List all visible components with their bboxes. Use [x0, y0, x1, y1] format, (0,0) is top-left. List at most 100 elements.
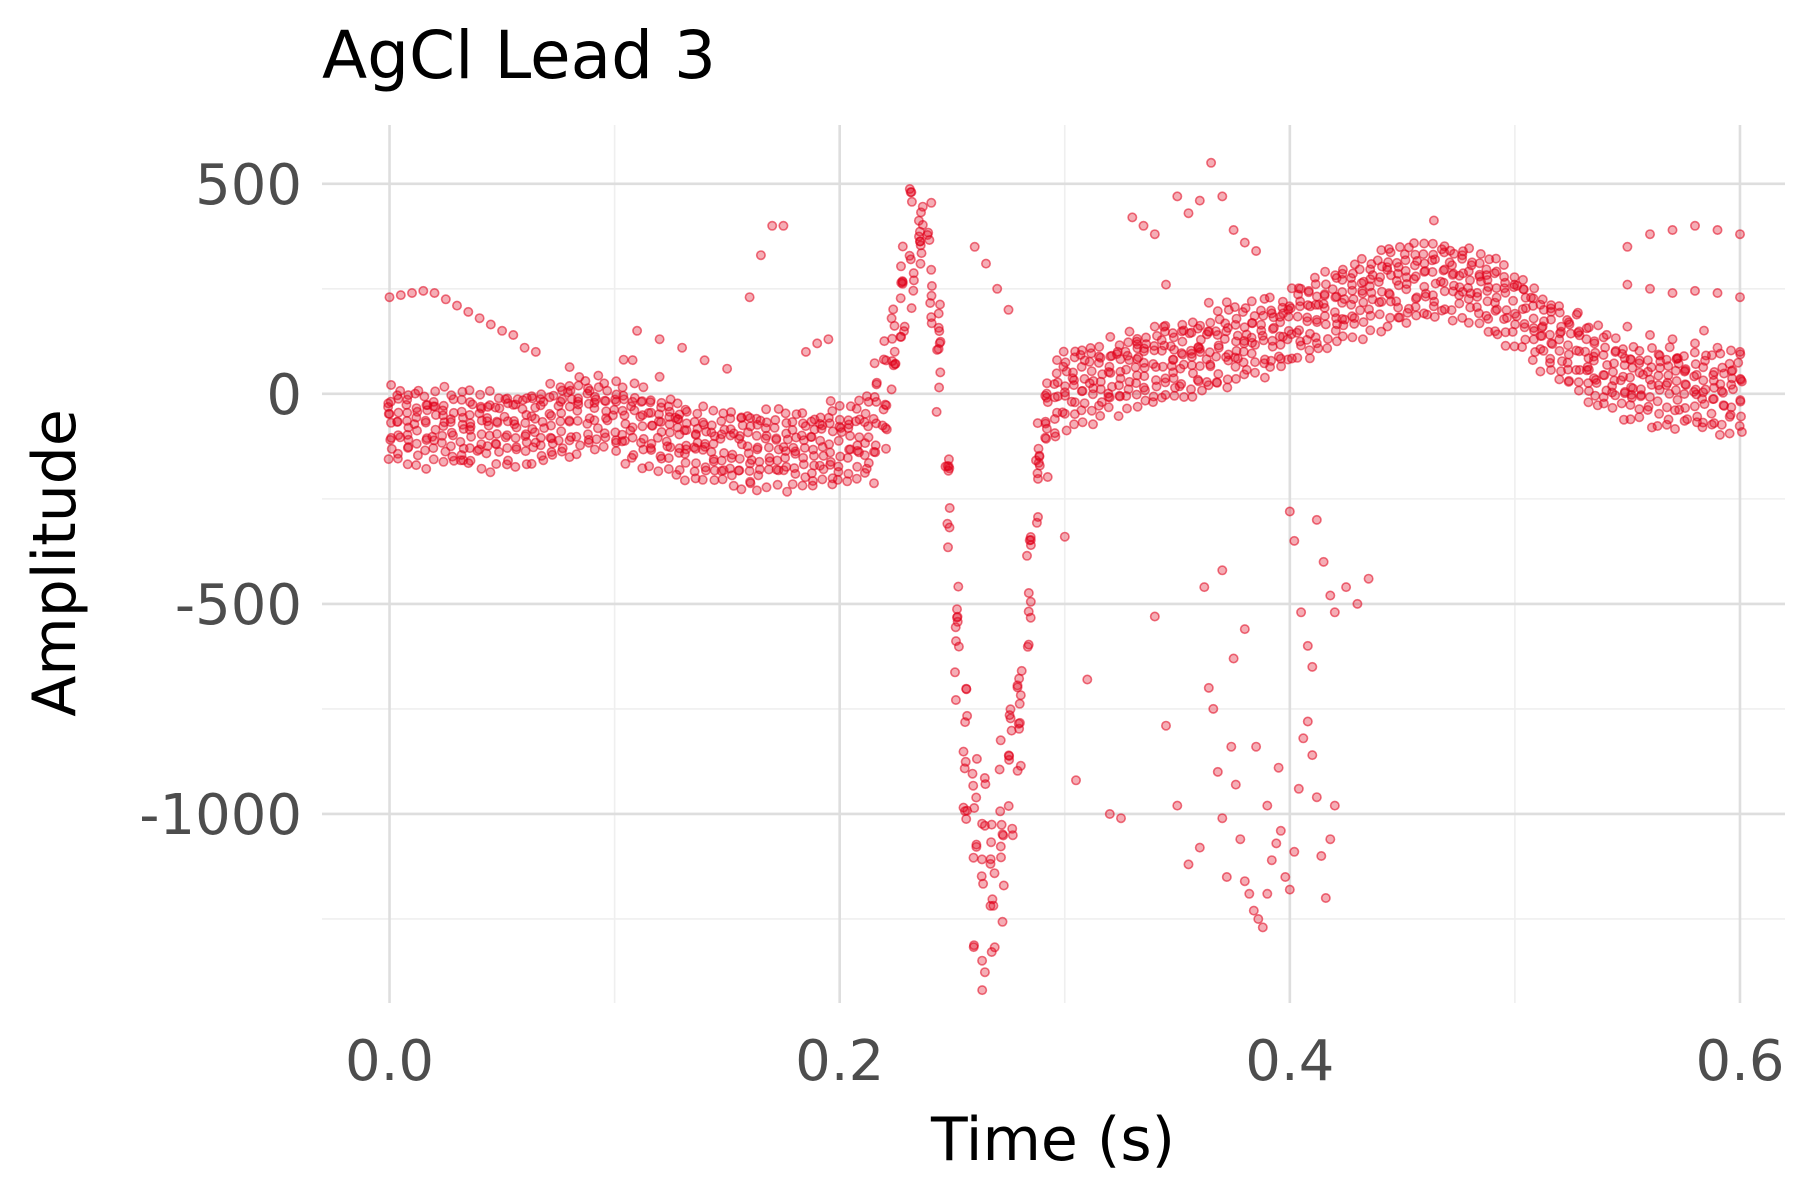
data-point: [1554, 374, 1565, 385]
data-point: [672, 414, 683, 425]
data-point: [1337, 286, 1348, 297]
data-point: [1114, 340, 1125, 351]
data-point: [1250, 357, 1261, 368]
data-point: [1634, 355, 1645, 366]
data-point: [1454, 298, 1465, 309]
data-point: [997, 916, 1008, 927]
data-point: [1382, 321, 1393, 332]
data-point: [1253, 913, 1264, 924]
data-point: [817, 474, 828, 485]
data-point: [1041, 392, 1052, 403]
data-point: [1583, 322, 1594, 333]
data-point: [1490, 326, 1501, 337]
data-point: [1221, 297, 1232, 308]
data-point: [617, 429, 628, 440]
data-point: [1292, 352, 1303, 363]
data-point: [1167, 328, 1178, 339]
data-point: [402, 442, 413, 453]
data-point: [545, 378, 556, 389]
data-point: [1239, 322, 1250, 333]
data-point: [778, 220, 789, 231]
data-point: [825, 447, 836, 458]
data-point: [1320, 892, 1331, 903]
data-point: [1061, 425, 1072, 436]
data-point: [844, 444, 855, 455]
data-point: [1562, 314, 1573, 325]
data-point: [1259, 372, 1270, 383]
data-point: [725, 424, 736, 435]
data-point: [1661, 380, 1672, 391]
data-point: [1698, 375, 1709, 386]
data-point: [1094, 351, 1105, 362]
data-point: [979, 967, 990, 978]
data-point: [421, 463, 432, 474]
data-point: [1429, 311, 1440, 322]
data-point: [1491, 266, 1502, 277]
data-point: [976, 854, 987, 865]
data-point: [1230, 779, 1241, 790]
data-point: [1670, 405, 1681, 416]
data-point: [754, 456, 765, 467]
data-point: [1364, 281, 1375, 292]
data-point: [1706, 350, 1717, 361]
data-point: [1535, 331, 1546, 342]
data-point: [960, 756, 971, 767]
data-point: [887, 333, 898, 344]
data-point: [490, 438, 501, 449]
data-point: [967, 768, 978, 779]
data-point: [502, 442, 513, 453]
data-point: [593, 370, 604, 381]
data-point: [484, 430, 495, 441]
data-point: [1025, 534, 1036, 545]
data-point: [690, 443, 701, 454]
data-point: [1372, 255, 1383, 266]
data-point: [406, 287, 417, 298]
data-point: [976, 871, 987, 882]
data-point: [502, 393, 513, 404]
data-point: [1725, 409, 1736, 420]
data-point: [1310, 332, 1321, 343]
data-point: [557, 443, 568, 454]
data-point: [1535, 299, 1546, 310]
data-point: [653, 466, 664, 477]
data-point: [1169, 390, 1180, 401]
data-point: [798, 452, 809, 463]
data-point: [717, 474, 728, 485]
data-point: [1735, 229, 1746, 240]
data-point: [1222, 382, 1233, 393]
data-point: [745, 476, 756, 487]
data-point: [843, 468, 854, 479]
data-point: [881, 424, 892, 435]
data-point: [1205, 317, 1216, 328]
data-point: [1194, 343, 1205, 354]
data-point: [854, 432, 865, 443]
data-point: [886, 313, 897, 324]
data-point: [971, 753, 982, 764]
data-point: [1085, 342, 1096, 353]
data-point: [1309, 272, 1320, 283]
data-point: [859, 450, 870, 461]
data-point: [481, 448, 492, 459]
data-point: [761, 482, 772, 493]
data-point: [906, 196, 917, 207]
data-point: [465, 455, 476, 466]
data-point: [1498, 259, 1509, 270]
data-point: [1183, 859, 1194, 870]
data-point: [895, 293, 906, 304]
data-point: [1160, 389, 1171, 400]
data-point: [680, 457, 691, 468]
data-point: [1149, 229, 1160, 240]
data-point: [1149, 321, 1160, 332]
data-point: [1652, 396, 1663, 407]
data-point: [589, 444, 600, 455]
data-point: [1138, 382, 1149, 393]
data-point: [392, 448, 403, 459]
data-point: [1195, 334, 1206, 345]
data-point: [1682, 414, 1693, 425]
data-point: [782, 486, 793, 497]
data-point: [553, 435, 564, 446]
data-point: [1509, 279, 1520, 290]
data-point: [663, 463, 674, 474]
data-point: [572, 415, 583, 426]
data-point: [1040, 416, 1051, 427]
